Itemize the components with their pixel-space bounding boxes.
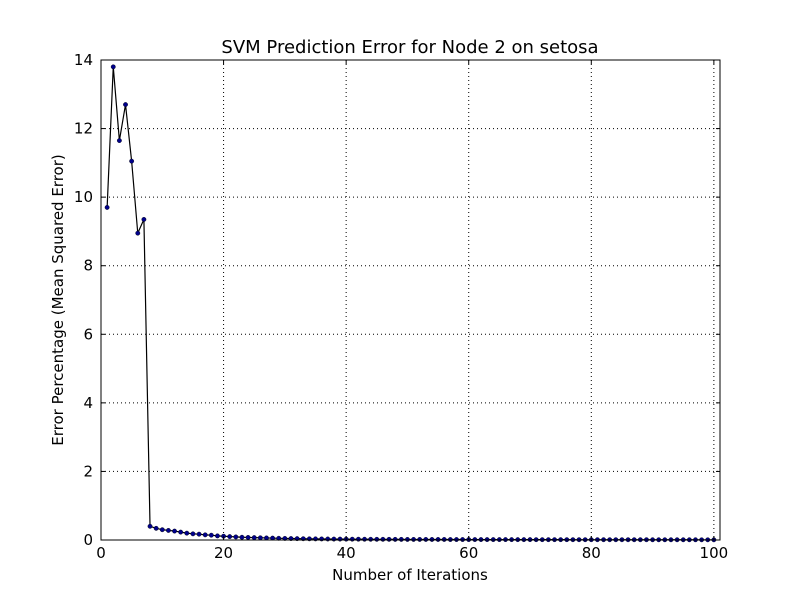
- data-point: [123, 102, 128, 107]
- grid-lines: [101, 60, 720, 540]
- data-point: [362, 536, 367, 542]
- y-tick-label: 14: [74, 51, 93, 69]
- data-point: [325, 536, 331, 542]
- data-point: [196, 531, 202, 537]
- data-point: [423, 537, 429, 542]
- y-tick-label: 0: [83, 531, 93, 549]
- data-point: [166, 528, 171, 533]
- data-point: [233, 534, 239, 540]
- data-point: [104, 205, 110, 210]
- x-axis-label: Number of Iterations: [332, 566, 488, 584]
- data-point: [349, 536, 355, 542]
- data-point: [429, 537, 435, 542]
- data-point: [398, 536, 404, 542]
- data-point: [239, 534, 245, 540]
- data-point: [374, 536, 380, 542]
- y-tick-label: 2: [83, 462, 93, 480]
- y-tick-label: 6: [83, 325, 93, 343]
- data-point: [257, 535, 263, 541]
- y-axis-label: Error Percentage (Mean Squared Error): [49, 154, 67, 445]
- chart-title: SVM Prediction Error for Node 2 on setos…: [221, 37, 598, 58]
- data-point: [264, 535, 269, 541]
- data-point: [141, 217, 147, 222]
- x-tick-label: 100: [700, 544, 729, 562]
- x-tick-label: 80: [582, 544, 601, 562]
- data-point: [356, 536, 361, 542]
- data-point: [153, 525, 159, 531]
- data-point: [251, 535, 257, 540]
- data-point: [178, 529, 184, 535]
- data-point: [337, 536, 343, 542]
- y-tick-label: 10: [74, 188, 93, 206]
- x-tick-label: 20: [214, 544, 233, 562]
- data-point: [405, 537, 410, 542]
- data-point: [202, 532, 208, 538]
- data-point: [184, 530, 190, 536]
- x-tick-label: 60: [459, 544, 478, 562]
- data-point: [159, 527, 165, 533]
- data-point: [441, 537, 447, 542]
- data-point: [190, 531, 196, 537]
- data-point: [380, 536, 386, 542]
- data-point: [386, 536, 392, 542]
- data-point: [411, 537, 416, 542]
- data-point: [392, 536, 398, 542]
- data-point: [435, 537, 441, 542]
- data-point: [172, 528, 177, 534]
- data-point: [331, 536, 337, 542]
- data-point: [135, 230, 141, 236]
- y-tick-label: 8: [83, 257, 93, 275]
- data-point: [227, 534, 233, 539]
- y-tick-label: 12: [74, 120, 93, 138]
- x-tick-label: 0: [96, 544, 106, 562]
- plot-frame: [100, 59, 721, 541]
- data-point: [215, 533, 220, 539]
- data-point: [368, 536, 374, 542]
- y-tick-label: 4: [83, 394, 93, 412]
- data-point: [208, 532, 214, 538]
- x-tick-label: 40: [337, 544, 356, 562]
- data-point: [417, 537, 423, 542]
- data-point: [116, 138, 122, 143]
- data-point: [245, 535, 251, 540]
- data-point: [147, 523, 153, 529]
- axis-ticks: 0 20 40 60 80 100 0 2 4 6 8 10 12 14: [74, 51, 728, 562]
- data-point: [129, 158, 135, 164]
- data-point: [110, 64, 116, 70]
